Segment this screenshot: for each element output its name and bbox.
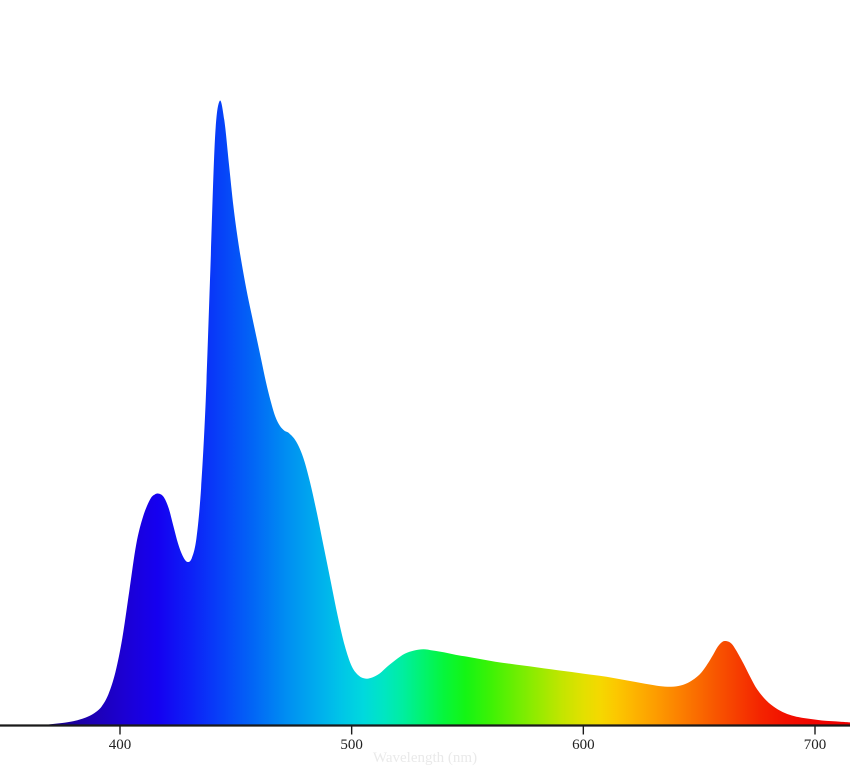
- x-axis-tick-label: 600: [572, 736, 595, 753]
- spectrum-area-fill: [0, 100, 850, 726]
- x-axis-tick-label: 700: [803, 736, 827, 753]
- x-axis-tick-label: 500: [340, 736, 363, 753]
- x-axis-tick-label: 400: [108, 736, 132, 753]
- x-axis-ticks: [119, 726, 816, 735]
